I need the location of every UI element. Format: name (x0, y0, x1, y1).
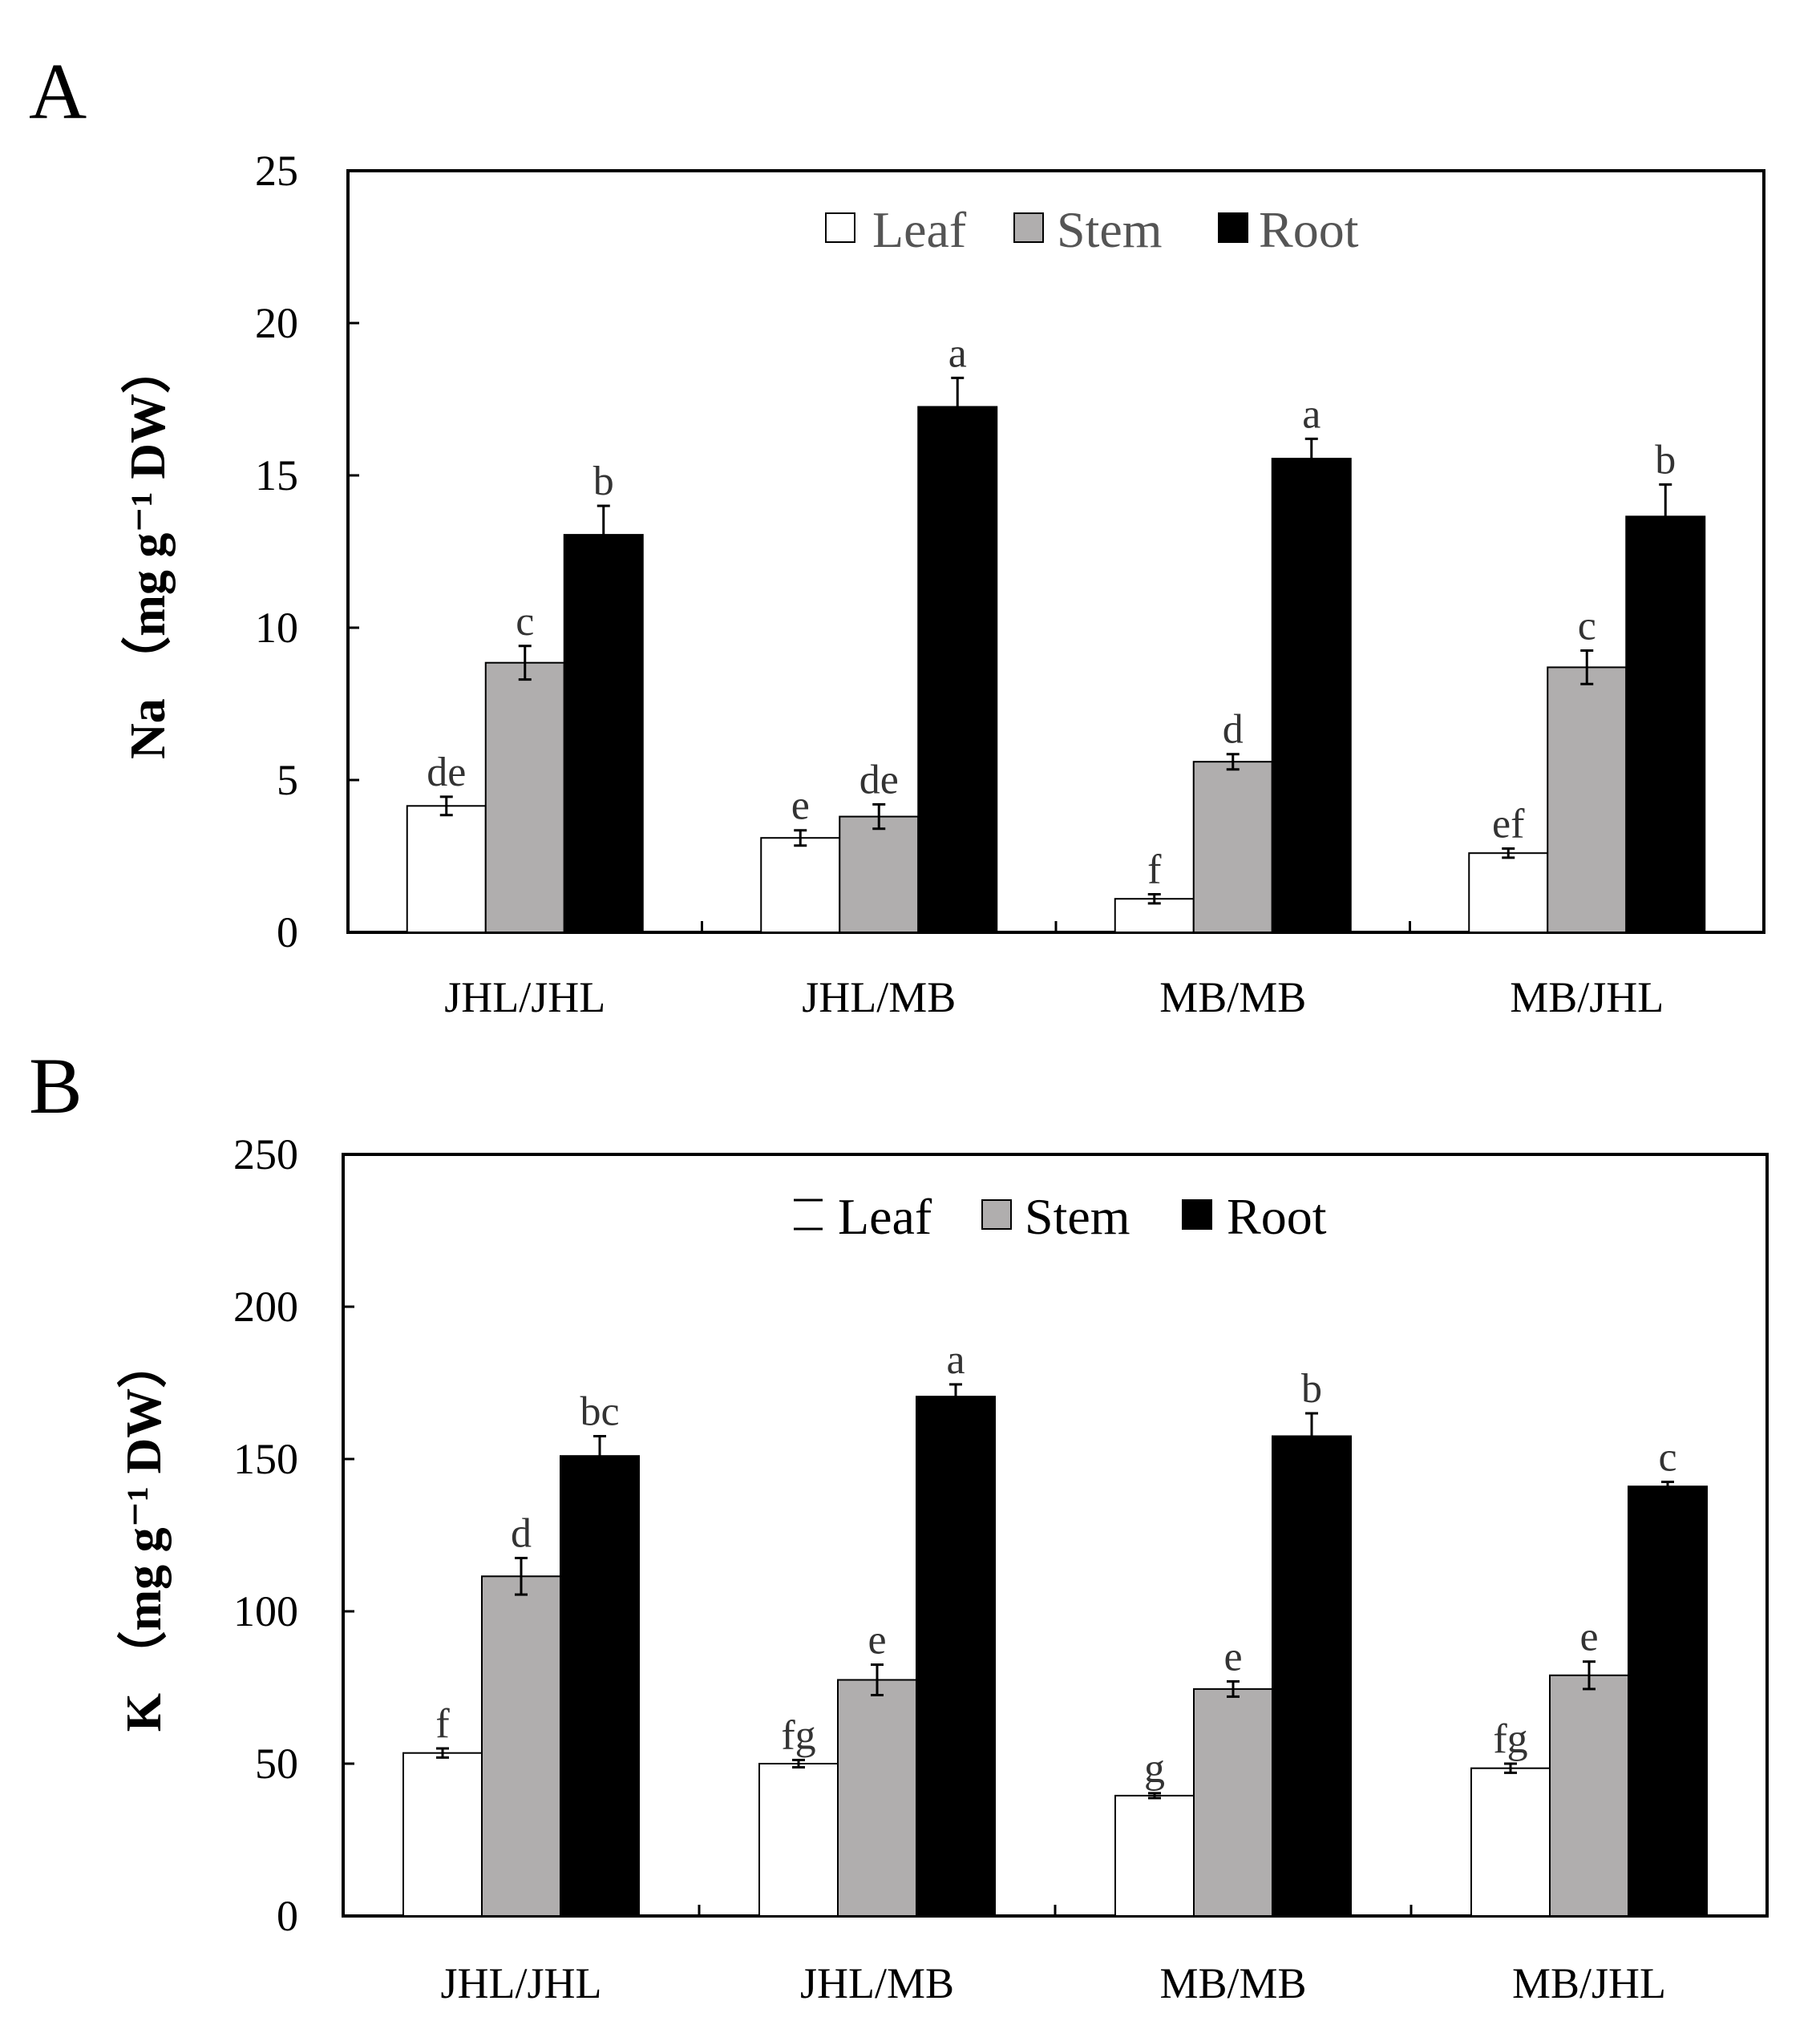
y-tick-label: 20 (255, 299, 298, 347)
bar-root (917, 406, 998, 933)
chart-panel-a: A 0 5 10 15 20 25 Na （mg g⁻¹ DW） JHL/JHL JHL/MB MB… (29, 46, 1765, 1021)
category-label: MB/MB (1159, 973, 1306, 1021)
y-tick-label: 0 (277, 908, 298, 956)
bar-root (916, 1396, 996, 1917)
legend-swatch-root (1182, 1199, 1212, 1230)
legend-label: Leaf (838, 1188, 932, 1245)
significance-letter: e (791, 783, 810, 829)
y-tick-label: 250 (233, 1130, 298, 1178)
chart-panel-b: B 0 50 100 150 200 250 K （mg g⁻¹ DW） JHL/JHL JHL/… (29, 1041, 1769, 2007)
bar-root (1271, 458, 1352, 933)
significance-letter: d (1223, 707, 1244, 753)
bar-root (1625, 515, 1706, 933)
bar-stem (1549, 1674, 1629, 1918)
significance-letter: f (435, 1701, 450, 1747)
bar-stem (1193, 1687, 1273, 1917)
bar-root (1272, 1435, 1352, 1917)
significance-letter: c (1658, 1435, 1676, 1481)
significance-letter: g (1144, 1746, 1165, 1792)
category-label: JHL/JHL (441, 1959, 602, 2007)
legend-label: Stem (1057, 201, 1163, 258)
y-tick-label: 25 (255, 147, 298, 195)
significance-letter: a (948, 330, 967, 376)
bar-leaf (1470, 1767, 1551, 1917)
bar-stem (484, 661, 565, 933)
bar-stem (837, 1679, 917, 1917)
y-axis-label-group: Na （mg g⁻¹ DW） (119, 344, 176, 759)
significance-letter: de (859, 757, 899, 802)
category-label: JHL/MB (802, 973, 956, 1021)
significance-letter: b (593, 459, 614, 504)
legend-swatch-stem (1013, 212, 1044, 243)
category-label: MB/MB (1159, 1959, 1306, 2007)
significance-letter: e (1223, 1634, 1242, 1679)
legend-swatch-root (1218, 212, 1248, 243)
legend-label: Root (1259, 201, 1359, 258)
category-label: JHL/JHL (444, 973, 605, 1021)
bar-leaf (1468, 852, 1549, 933)
bar-stem (839, 815, 920, 933)
bar-stem (481, 1575, 561, 1918)
significance-letter: de (427, 750, 466, 795)
bar-root (1628, 1485, 1708, 1917)
legend-swatch-leaf (794, 1200, 823, 1229)
category-label: MB/JHL (1510, 973, 1664, 1021)
significance-letter: c (516, 599, 534, 645)
bar-leaf (406, 805, 487, 933)
significance-letter: bc (580, 1389, 619, 1435)
y-axis-label-group: K （mg g⁻¹ DW） (115, 1339, 172, 1732)
significance-letter: b (1301, 1366, 1322, 1412)
significance-letter: ef (1492, 802, 1525, 847)
significance-letter: d (511, 1511, 532, 1557)
bar-leaf (758, 1763, 839, 1917)
panel-label: A (29, 46, 87, 135)
y-axis-label: K （mg g⁻¹ DW） (115, 1339, 172, 1732)
bar-leaf (1114, 1794, 1195, 1917)
panel-label: B (29, 1041, 83, 1130)
y-tick-label: 150 (233, 1435, 298, 1483)
significance-letter: c (1578, 604, 1596, 649)
y-tick-label: 200 (233, 1283, 298, 1331)
legend-swatch-stem (981, 1199, 1012, 1230)
y-tick-label: 10 (255, 604, 298, 652)
y-tick-label: 15 (255, 451, 298, 499)
legend-label: Root (1227, 1188, 1327, 1245)
y-tick-label: 5 (277, 756, 298, 804)
y-axis-label: Na （mg g⁻¹ DW） (119, 344, 176, 759)
bar-root (560, 1455, 640, 1917)
significance-letter: b (1655, 437, 1676, 483)
y-tick-label: 50 (255, 1740, 298, 1788)
bar-leaf (760, 837, 841, 933)
bar-leaf (402, 1752, 483, 1917)
y-tick-label: 0 (277, 1892, 298, 1940)
bar-stem (1192, 761, 1273, 934)
legend-swatch-leaf (825, 212, 855, 243)
bar-stem (1547, 666, 1628, 934)
significance-letter: a (1302, 391, 1321, 437)
significance-letter: f (1147, 847, 1162, 893)
significance-letter: fg (781, 1712, 815, 1758)
legend-label: Leaf (872, 201, 967, 258)
significance-letter: a (946, 1337, 965, 1383)
bar-root (563, 534, 644, 933)
y-tick-label: 100 (233, 1587, 298, 1635)
significance-letter: e (1579, 1615, 1598, 1660)
category-label: JHL/MB (800, 1959, 954, 2007)
significance-letter: e (868, 1618, 886, 1663)
significance-letter: fg (1493, 1716, 1527, 1762)
category-label: MB/JHL (1512, 1959, 1666, 2007)
legend-label: Stem (1025, 1188, 1130, 1245)
